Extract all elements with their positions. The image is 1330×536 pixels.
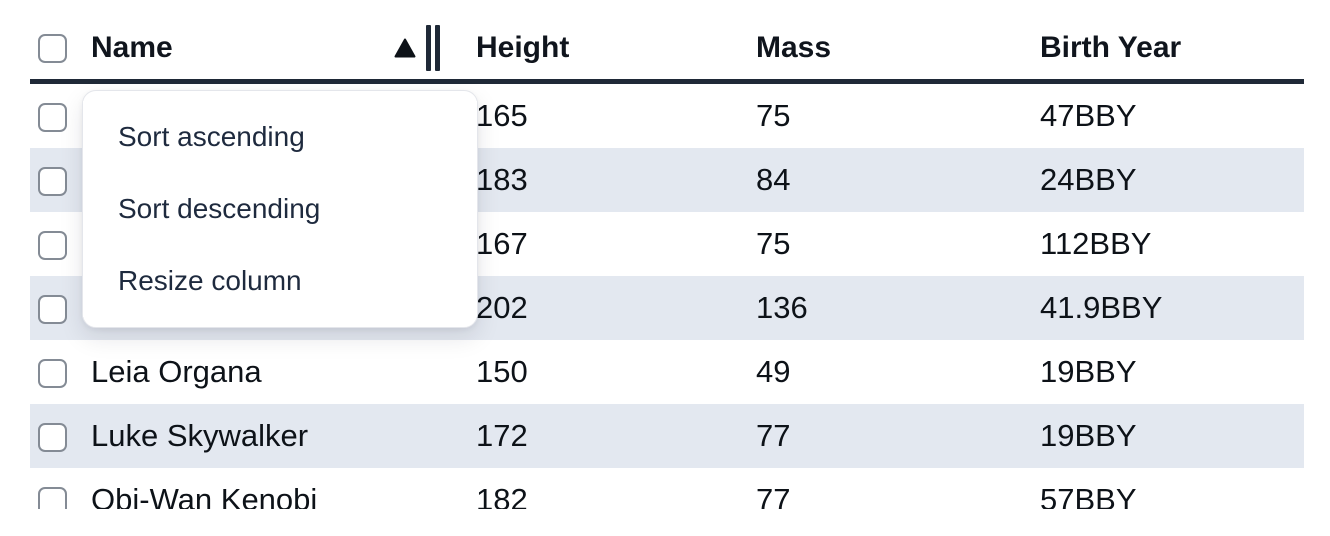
column-resize-handle-icon[interactable] xyxy=(426,24,440,71)
cell-select xyxy=(30,82,90,149)
column-header-name[interactable]: Name xyxy=(90,0,446,84)
column-context-menu: Sort ascending Sort descending Resize colu… xyxy=(82,90,478,328)
cell-name: Luke Skywalker xyxy=(91,418,309,453)
cell-select xyxy=(30,148,90,212)
cell-mass: 75 xyxy=(756,98,791,133)
cell-birth-year: 112BBY xyxy=(1040,226,1152,261)
table-row: Obi-Wan Kenobi 182 77 57BBY xyxy=(30,468,1304,509)
cell-mass: 77 xyxy=(756,418,791,453)
cell-birth-year: 57BBY xyxy=(1040,482,1137,509)
cell-birth-year: 41.9BBY xyxy=(1040,290,1163,325)
cell-mass: 49 xyxy=(756,354,791,389)
menu-item-resize-column[interactable]: Resize column xyxy=(83,245,477,317)
cell-birth-year: 47BBY xyxy=(1040,98,1137,133)
column-header-birth-year[interactable]: Birth Year xyxy=(1010,0,1304,84)
cell-height: 182 xyxy=(476,482,528,509)
row-checkbox[interactable] xyxy=(38,423,67,453)
sort-ascending-icon xyxy=(394,38,416,57)
cell-height: 167 xyxy=(476,226,528,261)
row-checkbox[interactable] xyxy=(38,167,67,197)
cell-mass: 75 xyxy=(756,226,791,261)
cell-height: 183 xyxy=(476,162,528,197)
column-header-height[interactable]: Height xyxy=(446,0,726,84)
menu-item-sort-descending[interactable]: Sort descending xyxy=(83,173,477,245)
cell-select xyxy=(30,404,90,468)
row-checkbox[interactable] xyxy=(38,359,67,389)
column-header-name-label: Name xyxy=(91,30,173,64)
cell-birth-year: 19BBY xyxy=(1040,354,1137,389)
column-header-mass[interactable]: Mass xyxy=(726,0,1010,84)
cell-mass: 77 xyxy=(756,482,791,509)
row-checkbox[interactable] xyxy=(38,295,67,325)
cell-height: 165 xyxy=(476,98,528,133)
cell-mass: 136 xyxy=(756,290,808,325)
row-checkbox[interactable] xyxy=(38,231,67,261)
menu-item-sort-ascending[interactable]: Sort ascending xyxy=(83,101,477,173)
row-checkbox[interactable] xyxy=(38,103,67,133)
cell-select xyxy=(30,212,90,276)
header-row: Name Height Mass Birth Year xyxy=(30,0,1304,84)
select-all-checkbox[interactable] xyxy=(38,34,67,64)
cell-name: Obi-Wan Kenobi xyxy=(91,482,318,509)
cell-birth-year: 24BBY xyxy=(1040,162,1137,197)
cell-select xyxy=(30,468,90,509)
cell-select xyxy=(30,340,90,404)
row-checkbox[interactable] xyxy=(38,487,67,509)
table-row: Luke Skywalker 172 77 19BBY xyxy=(30,404,1304,468)
cell-height: 202 xyxy=(476,290,528,325)
cell-select xyxy=(30,276,90,340)
header-cell-select xyxy=(30,0,90,84)
cell-name: Leia Organa xyxy=(91,354,262,389)
cell-birth-year: 19BBY xyxy=(1040,418,1137,453)
cell-height: 150 xyxy=(476,354,528,389)
cell-height: 172 xyxy=(476,418,528,453)
cell-mass: 84 xyxy=(756,162,791,197)
table-row: Leia Organa 150 49 19BBY xyxy=(30,340,1304,404)
